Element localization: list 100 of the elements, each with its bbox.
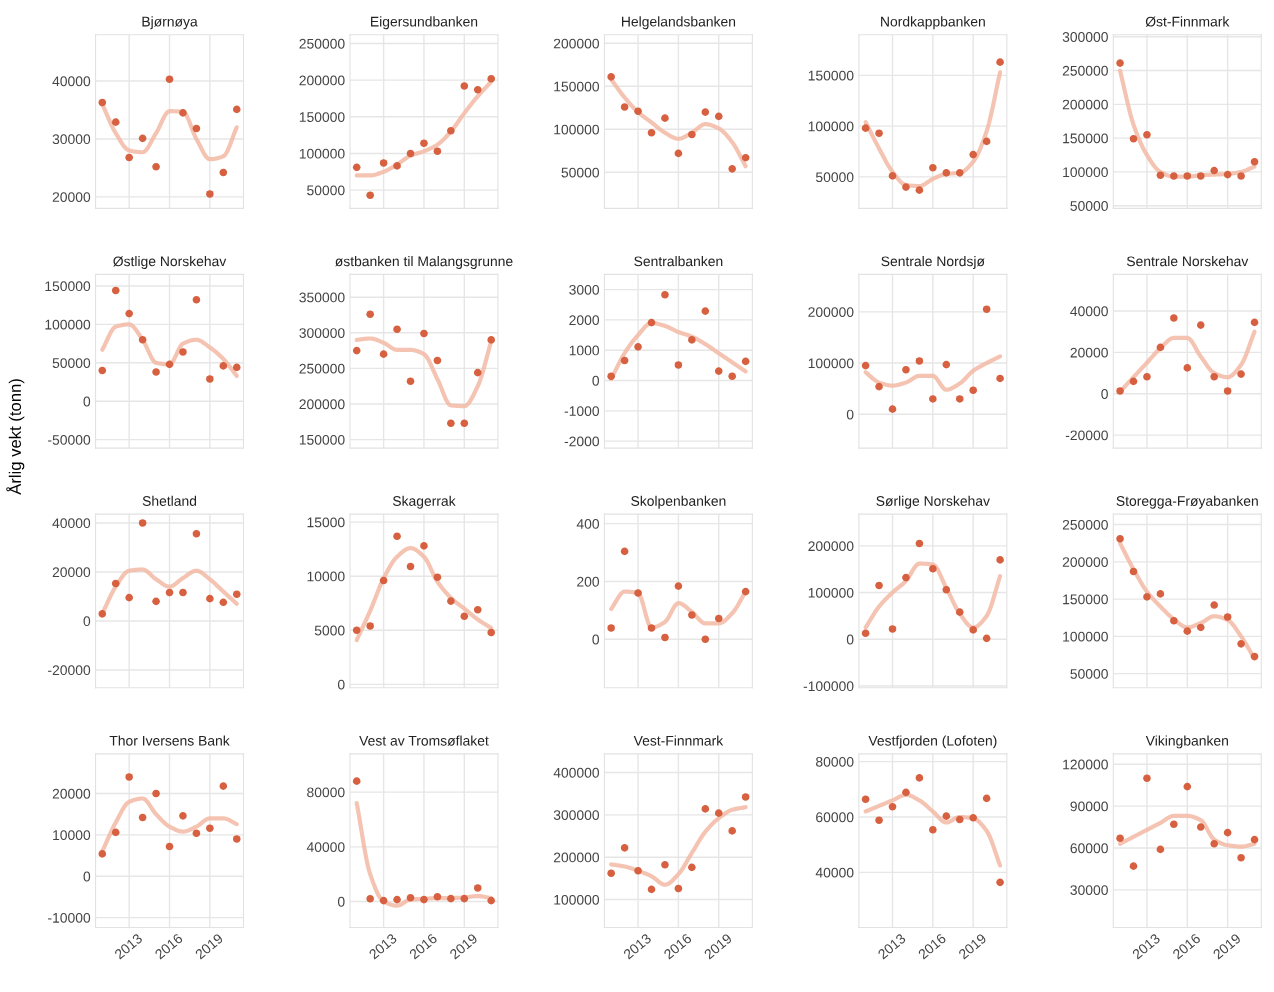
point <box>942 360 951 369</box>
point <box>1170 172 1178 180</box>
y-tick-label: 30000 <box>52 134 91 145</box>
point <box>875 129 883 138</box>
point <box>674 149 683 158</box>
point <box>1129 377 1138 386</box>
point <box>473 884 482 892</box>
y-tick-label: 3000 <box>569 284 600 295</box>
y-tick-label: 250000 <box>1062 65 1108 76</box>
point <box>406 149 415 158</box>
chart-title: Vikingbanken <box>1145 735 1228 749</box>
point <box>1156 845 1165 854</box>
y-tick-label: 0 <box>337 896 345 907</box>
point <box>179 588 187 597</box>
y-tick-label: 0 <box>592 375 600 386</box>
point <box>688 611 696 619</box>
point <box>379 576 388 585</box>
point <box>152 368 160 376</box>
point <box>1237 640 1245 648</box>
point <box>915 357 924 365</box>
point <box>1183 364 1192 372</box>
point <box>219 598 228 607</box>
point <box>366 894 374 903</box>
point <box>996 556 1004 564</box>
point <box>1250 318 1259 327</box>
point <box>674 884 683 893</box>
point <box>111 118 120 126</box>
point <box>1170 820 1178 829</box>
chart-title: Skolpenbanken <box>631 495 726 509</box>
y-tick-label: 2000 <box>569 315 600 326</box>
y-tick-label: 50000 <box>561 167 600 178</box>
point <box>728 827 736 835</box>
y-tick-label: -2000 <box>564 436 600 447</box>
y-tick-label: 80000 <box>307 787 345 798</box>
chart-title: Nordkappbanken <box>881 16 985 30</box>
point <box>861 361 870 370</box>
point <box>1116 534 1124 543</box>
point <box>741 587 750 596</box>
point <box>1156 343 1165 352</box>
point <box>982 305 991 314</box>
point <box>1156 590 1165 598</box>
point <box>165 360 174 369</box>
point <box>433 147 442 156</box>
y-tick-label: -20000 <box>48 665 91 676</box>
point <box>406 377 415 386</box>
point <box>1116 59 1124 67</box>
point <box>688 863 696 872</box>
y-tick-label: 300000 <box>553 810 600 820</box>
point <box>125 773 133 781</box>
point <box>875 382 883 391</box>
point <box>996 58 1004 66</box>
point <box>1250 835 1259 844</box>
point <box>366 191 374 200</box>
point <box>607 73 615 81</box>
chart-title: Thor Iversens Bank <box>109 735 230 746</box>
y-tick-label: 100000 <box>554 124 600 135</box>
point <box>1170 616 1178 625</box>
point <box>1250 157 1259 166</box>
point <box>433 573 442 582</box>
point <box>647 624 656 632</box>
y-tick-label: 200000 <box>299 75 345 86</box>
y-tick-label: 200000 <box>553 38 600 49</box>
y-tick-label: 100000 <box>1063 631 1108 642</box>
point <box>620 844 629 852</box>
point <box>366 622 374 630</box>
point <box>206 375 214 383</box>
point <box>942 812 951 820</box>
point <box>1129 567 1138 576</box>
chart-title: Sentrale Nordsjø <box>881 256 985 269</box>
y-tick-label: 150000 <box>299 434 345 445</box>
y-tick-label: 100000 <box>808 587 854 598</box>
point <box>955 815 964 824</box>
y-tick-label: 10000 <box>307 571 345 582</box>
y-tick-label: 50000 <box>1070 201 1108 211</box>
point <box>192 829 201 838</box>
point <box>607 624 615 632</box>
point <box>192 295 201 304</box>
point <box>620 356 629 365</box>
y-tick-label: 200 <box>577 576 600 587</box>
point <box>352 346 361 355</box>
point <box>688 130 696 139</box>
point <box>179 109 187 117</box>
y-tick-label: 50000 <box>815 172 854 183</box>
point <box>861 795 870 804</box>
point <box>152 597 160 606</box>
chart-title: Eigersundbanken <box>371 16 478 30</box>
point <box>701 635 710 644</box>
point <box>902 183 910 191</box>
point <box>996 374 1004 383</box>
point <box>929 564 937 573</box>
point <box>1183 627 1192 635</box>
y-tick-label: 80000 <box>816 756 854 767</box>
point <box>902 573 910 582</box>
point <box>1183 782 1192 791</box>
point <box>125 153 133 162</box>
point <box>969 626 977 634</box>
y-tick-label: 300000 <box>1062 32 1108 42</box>
point <box>366 310 374 319</box>
point <box>661 861 669 869</box>
y-tick-label: -10000 <box>48 912 91 923</box>
